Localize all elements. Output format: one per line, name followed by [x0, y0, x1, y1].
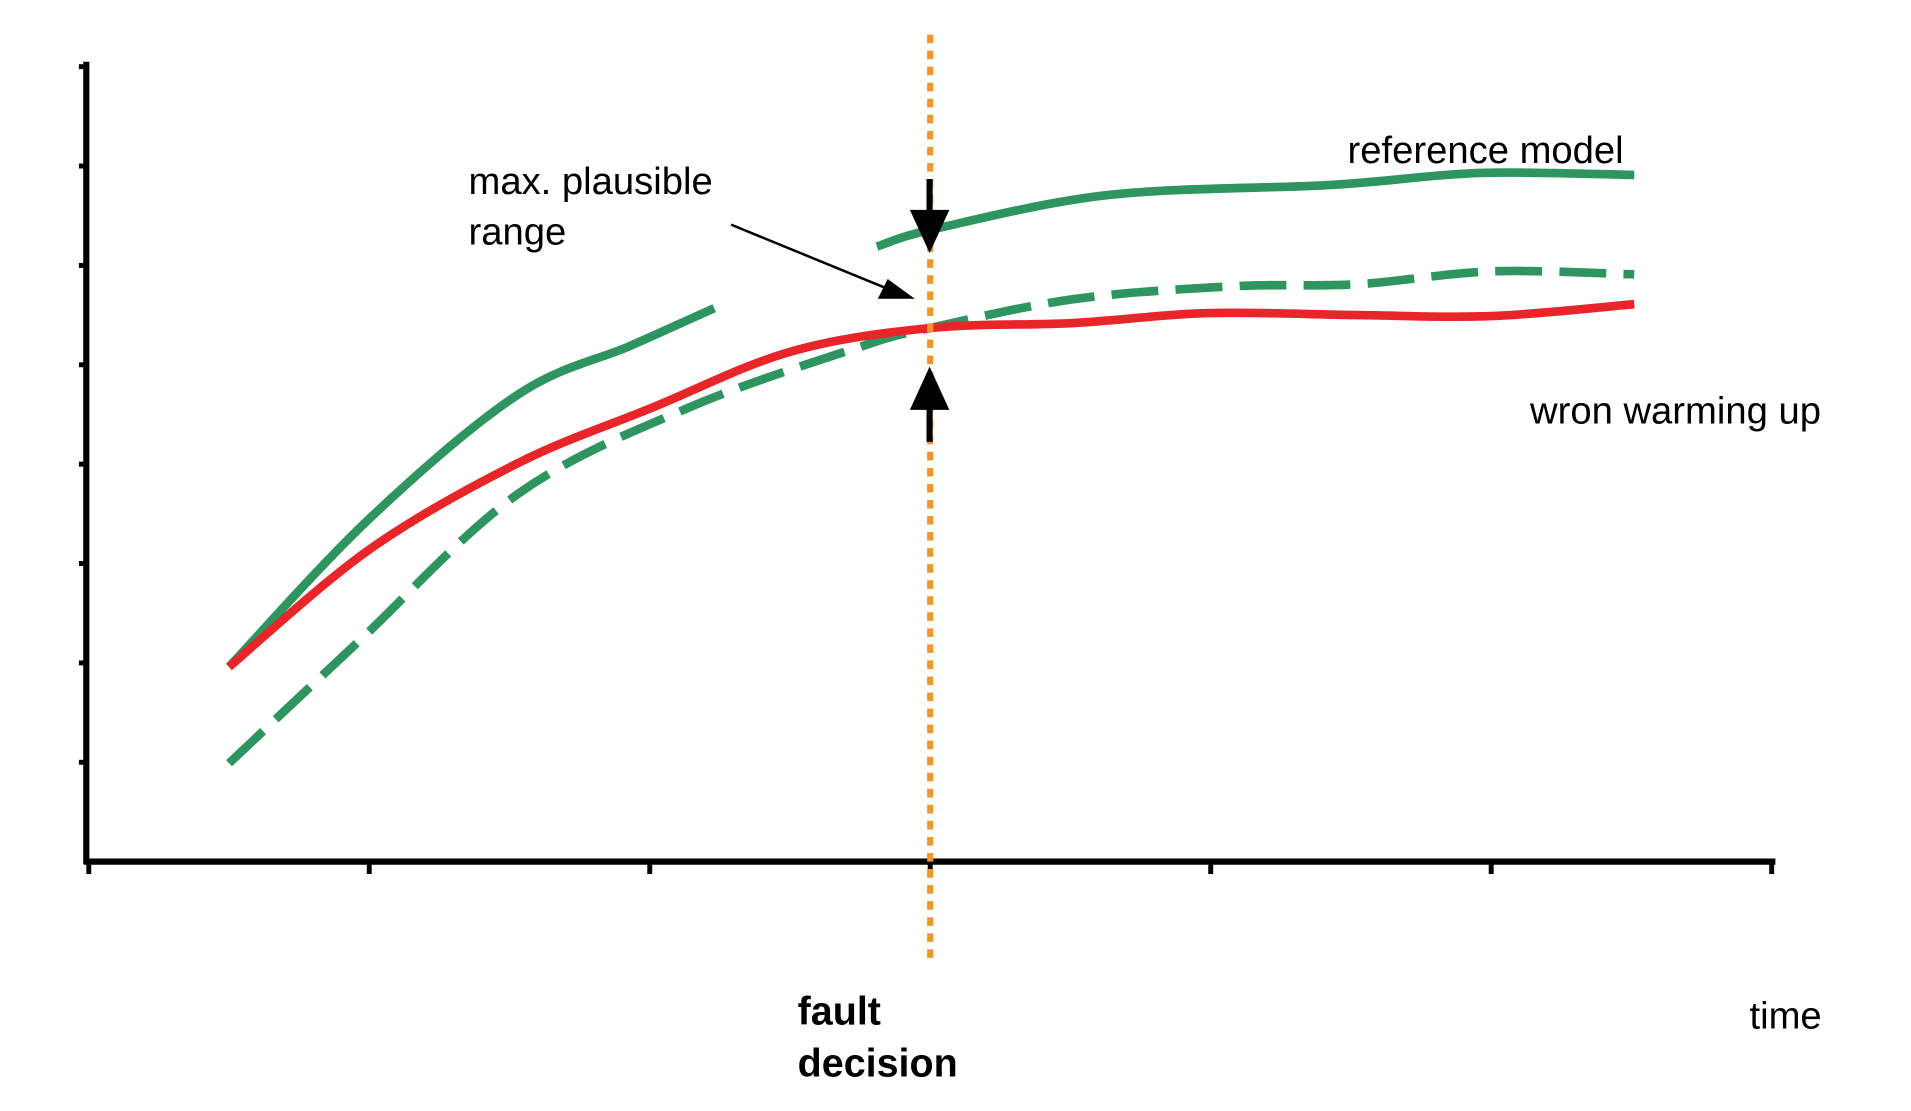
label-range-line2: range: [469, 210, 567, 253]
up-arrow-head: [909, 366, 950, 410]
series-line-0: [225, 304, 717, 670]
label-range-line1: max. plausible: [469, 160, 713, 203]
series-line-1: [226, 266, 1635, 767]
series-group: [225, 168, 1635, 767]
label-decision: decision: [798, 1041, 958, 1085]
ticks: [78, 64, 1775, 874]
series-line-0: [875, 168, 1635, 251]
series-line-2: [226, 299, 1635, 671]
range-arrows: [730, 178, 950, 442]
down-arrow-head: [909, 209, 950, 254]
label-fault: fault: [798, 990, 881, 1034]
label-reference-model: reference model: [1348, 129, 1624, 172]
pointer-arrow-head: [877, 278, 915, 299]
label-wrong-warming-up: wron warming up: [1529, 389, 1821, 432]
x-axis-label: time: [1749, 994, 1821, 1037]
pointer-line: [730, 223, 895, 293]
